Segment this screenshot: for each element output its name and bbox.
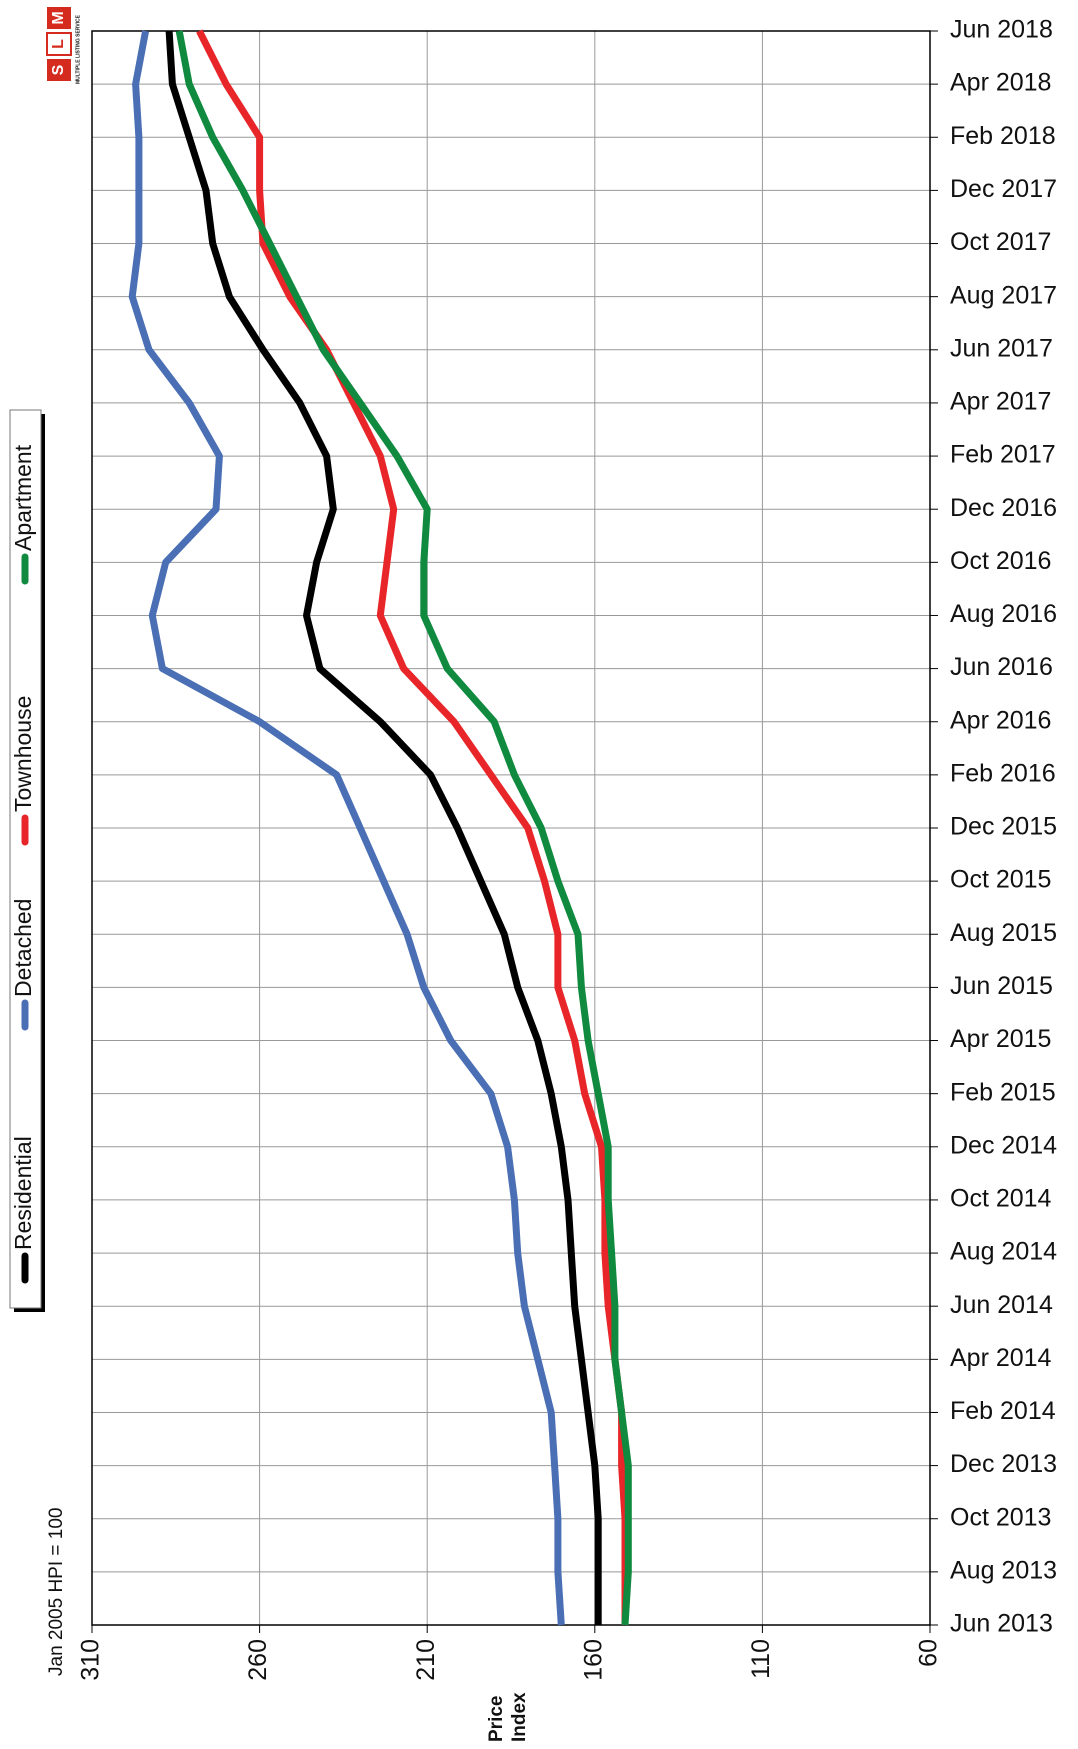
y-tick-label: Aug 2015 (950, 919, 1057, 947)
y-tick-label: Apr 2014 (950, 1344, 1052, 1372)
logo-caption: MULTIPLE LISTING SERVICE (75, 14, 81, 84)
y-tick-label: Jun 2013 (950, 1610, 1053, 1638)
x-tick-label: 160 (579, 1639, 607, 1681)
y-tick-label: Jun 2018 (950, 16, 1053, 44)
x-tick-label: 260 (244, 1639, 272, 1681)
note: Jan 2005 HPI = 100 (46, 1508, 67, 1677)
y-tick-label: Jun 2015 (950, 972, 1053, 1000)
legend-box (9, 409, 42, 1309)
y-tick-label: Feb 2016 (950, 759, 1056, 787)
y-tick-label: Oct 2017 (950, 228, 1051, 256)
x-tick-label: 60 (915, 1639, 943, 1667)
y-tick-label: Dec 2017 (950, 175, 1057, 203)
y-tick-label: Oct 2014 (950, 1185, 1052, 1213)
y-tick-label: Dec 2013 (950, 1450, 1057, 1478)
legend-label: Townhouse (10, 696, 36, 812)
logo-letter: S (50, 64, 67, 75)
y-tick-label: Dec 2014 (950, 1131, 1057, 1159)
y-tick-label: Oct 2016 (950, 547, 1051, 575)
series-line (165, 30, 602, 1625)
x-axis-label: Price (486, 1696, 507, 1742)
legend-label: Residential (10, 1136, 36, 1250)
y-tick-label: Apr 2015 (950, 1025, 1051, 1053)
y-tick-label: Jun 2017 (950, 334, 1053, 362)
logo-letter: M (50, 11, 67, 24)
y-tick-label: Feb 2017 (950, 441, 1056, 469)
y-tick-label: Apr 2017 (950, 388, 1051, 416)
logo-box (46, 32, 72, 56)
y-tick-label: Apr 2016 (950, 706, 1051, 734)
y-tick-label: Aug 2013 (950, 1556, 1057, 1584)
y-tick-label: Dec 2016 (950, 494, 1057, 522)
y-tick-label: Jun 2014 (950, 1291, 1053, 1319)
series-line (175, 30, 632, 1626)
y-tick-label: Apr 2018 (950, 69, 1051, 97)
logo-letter: L (50, 39, 67, 49)
y-tick-label: Feb 2018 (950, 122, 1056, 150)
y-tick-label: Oct 2015 (950, 866, 1051, 894)
legend-label: Detached (10, 899, 36, 997)
y-tick-label: Jun 2016 (950, 653, 1053, 681)
logo: M L S MULTIPLE LISTING SERVICE (46, 7, 81, 84)
logo-box (47, 7, 71, 29)
y-tick-label: Oct 2013 (950, 1503, 1051, 1531)
y-tick-label: Feb 2014 (950, 1397, 1056, 1425)
y-tick-label: Feb 2015 (950, 1078, 1056, 1106)
logo-box (47, 59, 71, 81)
y-tick-label: Aug 2017 (950, 281, 1057, 309)
x-tick-label: 310 (77, 1639, 105, 1681)
legend-label: Apartment (10, 444, 36, 551)
x-axis-label: Index (509, 1692, 530, 1742)
plot-frame (91, 30, 931, 1626)
y-tick-label: Aug 2014 (950, 1238, 1057, 1266)
x-tick-label: 210 (412, 1639, 440, 1681)
y-tick-label: Dec 2015 (950, 813, 1057, 841)
series-line (128, 30, 565, 1626)
legend: Residential Detached Townhouse Apartment (9, 409, 45, 1312)
y-tick-label: Aug 2016 (950, 600, 1057, 628)
x-tick-label: 110 (747, 1639, 775, 1679)
